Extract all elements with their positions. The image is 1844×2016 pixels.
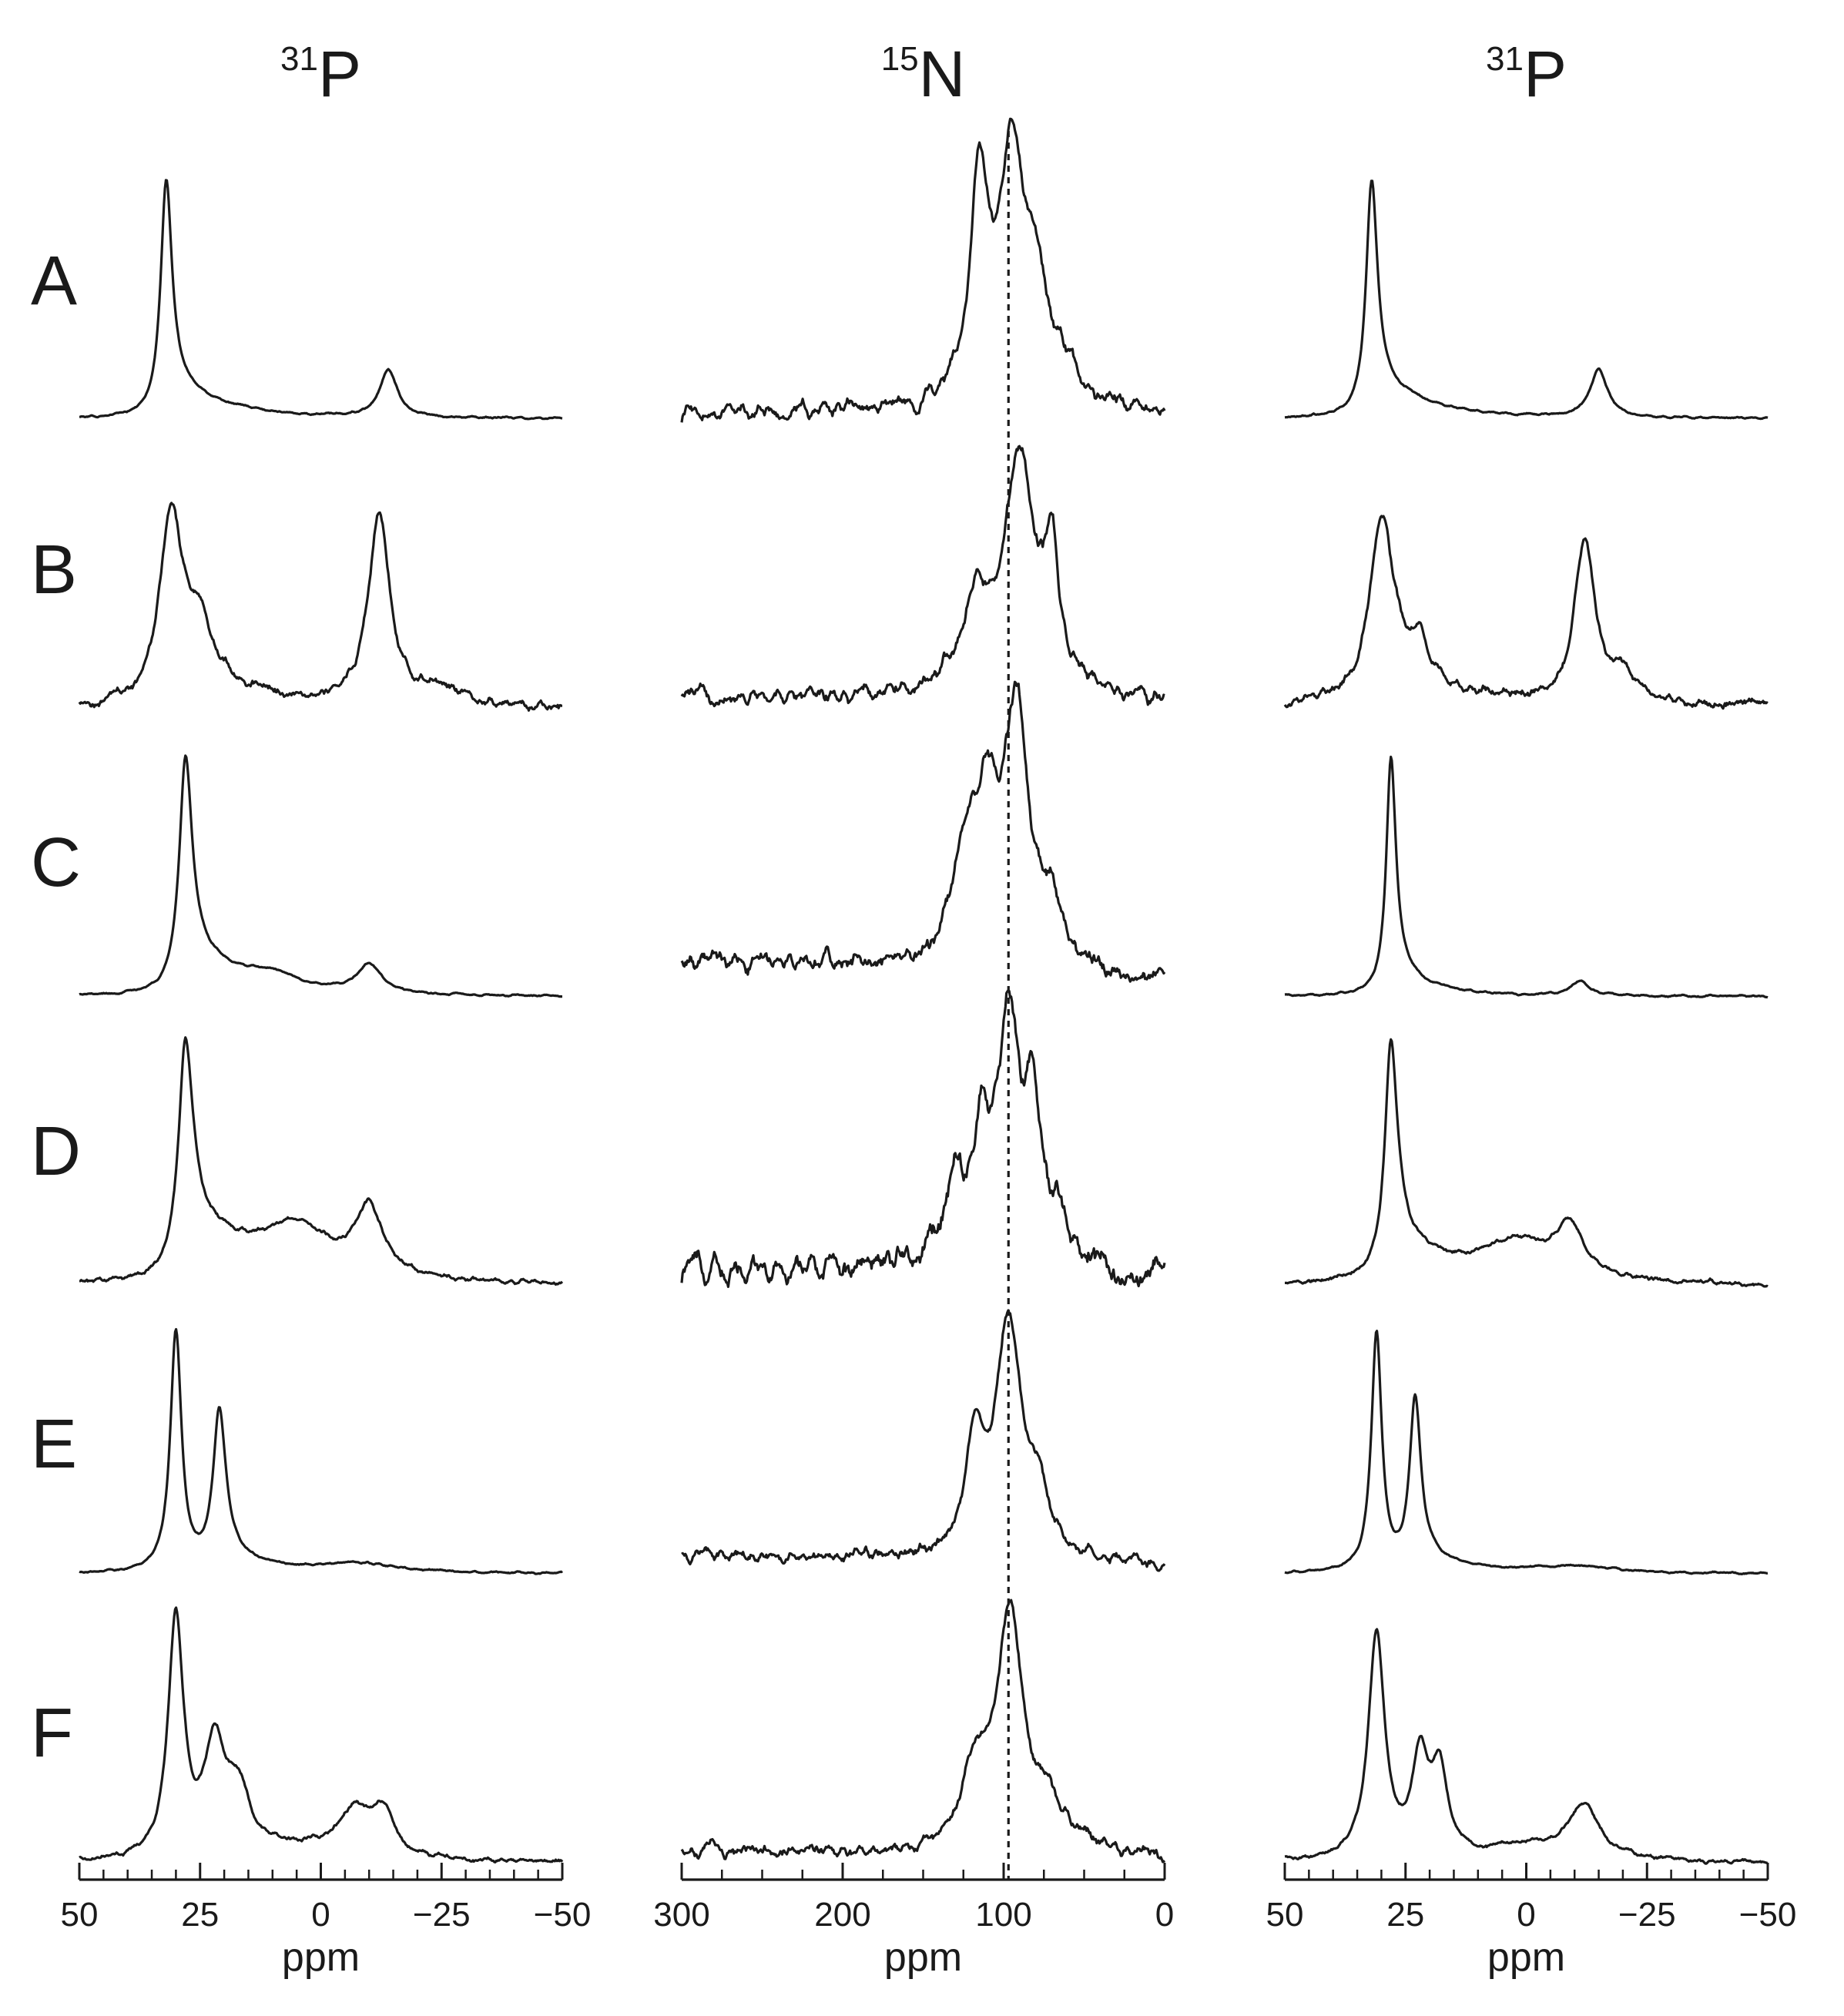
spectrum-trace-d xyxy=(680,989,1166,1288)
nucleus-mass: 31 xyxy=(1486,40,1524,78)
spectrum-trace-a xyxy=(1284,179,1769,421)
x-axis-title: ppm xyxy=(884,1935,962,1980)
panel-center: 15N 300 200 100 0 ppm xyxy=(653,38,1174,1980)
spectrum-trace-d xyxy=(1284,1038,1769,1288)
spectrum-trace-f xyxy=(1284,1628,1769,1865)
spectrum-trace-c xyxy=(680,680,1166,983)
spectrum-trace-d xyxy=(79,1036,564,1286)
nucleus-header: 15N xyxy=(881,38,966,110)
nucleus-header: 31P xyxy=(1486,38,1567,110)
x-tick-label: 100 xyxy=(975,1896,1031,1934)
spectrum-trace-b xyxy=(680,444,1165,708)
spectrum-trace-a xyxy=(680,117,1166,423)
spectrum-trace-e xyxy=(1284,1330,1769,1575)
x-tick-label: 300 xyxy=(653,1896,709,1934)
x-axis-title: ppm xyxy=(1487,1935,1565,1980)
nucleus-symbol: P xyxy=(318,38,361,110)
nucleus-symbol: N xyxy=(919,38,966,110)
x-tick-label: −50 xyxy=(534,1896,592,1934)
nucleus-header: 31P xyxy=(280,38,361,110)
spectrum-trace-f xyxy=(680,1598,1166,1863)
row-label-b: B xyxy=(31,532,77,609)
x-tick-label: 25 xyxy=(1386,1896,1424,1934)
spectrum-trace-e xyxy=(681,1309,1166,1572)
x-tick-label: −25 xyxy=(1618,1896,1676,1934)
x-tick-label: 0 xyxy=(311,1896,330,1934)
row-label-c: C xyxy=(31,824,81,901)
row-label-d: D xyxy=(31,1113,81,1190)
spectrum-trace-a xyxy=(79,179,563,421)
x-tick-label: −25 xyxy=(413,1896,471,1934)
x-tick-label: 25 xyxy=(181,1896,219,1934)
x-tick-label: −50 xyxy=(1739,1896,1797,1934)
x-tick-label: 0 xyxy=(1517,1896,1535,1934)
spectrum-trace-f xyxy=(79,1606,564,1863)
nucleus-mass: 31 xyxy=(280,40,318,78)
nucleus-symbol: P xyxy=(1524,38,1567,110)
row-label-e: E xyxy=(31,1406,77,1483)
x-tick-label: 50 xyxy=(61,1896,99,1934)
nucleus-mass: 15 xyxy=(881,40,919,78)
spectrum-trace-e xyxy=(79,1327,564,1575)
panel-right: 31P 50 25 0 −25 −50 ppm xyxy=(1266,38,1797,1980)
x-tick-label: 50 xyxy=(1266,1896,1304,1934)
panel-left: 31P 50 25 0 −25 −50 ppm xyxy=(61,38,592,1980)
x-tick-label: 200 xyxy=(814,1896,870,1934)
x-axis-title: ppm xyxy=(282,1935,360,1980)
spectrum-trace-c xyxy=(79,754,563,998)
spectrum-trace-c xyxy=(1284,755,1769,999)
row-label-f: F xyxy=(31,1695,73,1772)
row-label-a: A xyxy=(31,243,77,320)
spectrum-trace-b xyxy=(78,501,563,712)
spectrum-trace-b xyxy=(1283,515,1769,710)
x-tick-label: 0 xyxy=(1155,1896,1174,1934)
